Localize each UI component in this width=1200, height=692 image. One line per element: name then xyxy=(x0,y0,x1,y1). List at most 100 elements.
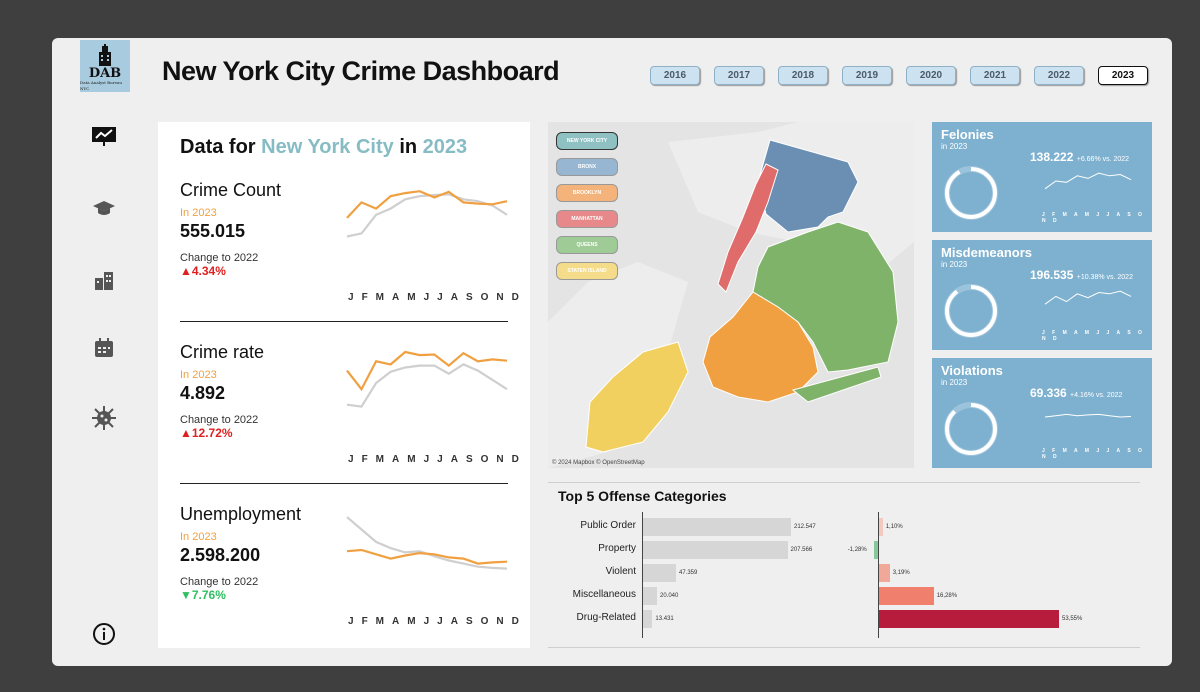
count-bar-label: 207.566 xyxy=(790,547,813,553)
month-label: J xyxy=(423,292,431,303)
metric-name: Crime Count xyxy=(180,180,282,200)
card-sparkline-line xyxy=(1044,413,1132,418)
donut-fill xyxy=(945,403,997,455)
card-sparkline xyxy=(1044,413,1132,418)
card-violations[interactable]: Violations in 2023 69.336 +4.16% vs. 2022 J… xyxy=(932,358,1152,468)
chart-bottom-rule xyxy=(548,647,1140,648)
count-bar[interactable] xyxy=(643,610,653,628)
card-change: +4.16% vs. 2022 xyxy=(1070,392,1123,399)
metric-year-label: In 2023 xyxy=(180,531,217,543)
sparkline-2022 xyxy=(346,193,508,238)
month-label: M xyxy=(375,454,386,465)
count-bar[interactable] xyxy=(643,541,788,559)
month-label: A xyxy=(392,616,401,627)
logo-subtext: Data Analyst Bureau NYC xyxy=(80,80,122,91)
month-label: J xyxy=(348,616,355,627)
percent-bar-label: 16,28% xyxy=(936,593,958,599)
metric-change-label: Change to 2022 xyxy=(180,576,259,588)
page-title: New York City Crime Dashboard xyxy=(162,56,560,86)
borough-map[interactable]: NEW YORK CITY BRONX BROOKLYN MANHATTAN QUEEN… xyxy=(548,122,914,468)
month-label: J xyxy=(437,454,444,465)
metric-year-label: In 2023 xyxy=(180,369,217,381)
card-change: +6.66% vs. 2022 xyxy=(1076,156,1130,163)
percent-bar[interactable] xyxy=(879,587,934,605)
percent-bar-label: 3,19% xyxy=(892,570,910,576)
donut-fill xyxy=(945,285,997,337)
percent-bar[interactable] xyxy=(873,541,878,559)
buildings-icon[interactable] xyxy=(90,266,118,294)
metric-value: 4.892 xyxy=(180,383,226,403)
card-sparkline xyxy=(1044,290,1132,305)
card-misdemeanors[interactable]: Misdemeanors in 2023 196.535 +10.38% vs. 2… xyxy=(932,240,1152,350)
card-value-number: 196.535 xyxy=(1030,268,1074,282)
month-label: A xyxy=(450,616,459,627)
year-button-2023[interactable]: 2023 xyxy=(1098,66,1148,85)
month-label: M xyxy=(375,616,386,627)
count-bar[interactable] xyxy=(643,587,657,605)
percent-bar[interactable] xyxy=(879,518,883,536)
count-bar-label: 47.359 xyxy=(679,570,698,576)
logo: DAB Data Analyst Bureau NYC xyxy=(80,40,130,92)
brooklyn-region[interactable] xyxy=(702,291,819,403)
count-bar-label: 212.547 xyxy=(794,524,816,530)
map-button-bronx[interactable]: BRONX xyxy=(556,158,618,176)
metric-name: Unemployment xyxy=(180,504,302,524)
divider xyxy=(180,321,508,322)
map-button-brooklyn[interactable]: BROOKLYN xyxy=(556,184,618,202)
card-value: 196.535 +10.38% vs. 2022 xyxy=(1030,268,1133,282)
map-button-queens[interactable]: QUEENS xyxy=(556,236,618,254)
map-button-new-york-city[interactable]: NEW YORK CITY xyxy=(556,132,618,150)
calendar-icon[interactable] xyxy=(90,334,118,362)
month-label: O xyxy=(480,454,490,465)
year-button-2017[interactable]: 2017 xyxy=(714,66,764,85)
bar-category-label: Drug-Related xyxy=(576,612,636,623)
presentation-icon[interactable] xyxy=(90,122,118,150)
title-prefix: Data for xyxy=(180,136,262,158)
year-button-2020[interactable]: 2020 xyxy=(906,66,956,85)
sparkline-2022 xyxy=(346,363,508,408)
count-bar[interactable] xyxy=(643,564,676,582)
card-sparkline-line xyxy=(1044,172,1132,190)
year-button-2022[interactable]: 2022 xyxy=(1034,66,1084,85)
card-felonies[interactable]: Felonies in 2023 138.222 +6.66% vs. 2022 J … xyxy=(932,122,1152,232)
percent-bar-label: 1,10% xyxy=(885,524,903,530)
year-button-2019[interactable]: 2019 xyxy=(842,66,892,85)
top-offense-chart: Top 5 Offense Categories Public Order 212… xyxy=(548,482,1140,662)
graduation-cap-icon[interactable] xyxy=(90,194,118,222)
card-title: Violations xyxy=(941,363,1003,378)
rockaway-region[interactable] xyxy=(791,366,882,403)
divider xyxy=(180,483,508,484)
count-bar-label: 13.431 xyxy=(655,616,674,622)
manhattan-region[interactable] xyxy=(717,163,779,293)
staten-island-region[interactable] xyxy=(585,341,689,453)
month-label: J xyxy=(348,292,355,303)
year-button-2021[interactable]: 2021 xyxy=(970,66,1020,85)
month-label: A xyxy=(450,454,459,465)
year-button-2016[interactable]: 2016 xyxy=(650,66,700,85)
month-label: J xyxy=(437,292,444,303)
year-button-2018[interactable]: 2018 xyxy=(778,66,828,85)
bar-category-label: Violent xyxy=(605,566,636,577)
info-icon[interactable] xyxy=(90,620,118,648)
month-label: N xyxy=(496,292,505,303)
map-attribution: © 2024 Mapbox © OpenStreetMap xyxy=(552,460,645,466)
map-button-staten-island[interactable]: STATEN ISLAND xyxy=(556,262,618,280)
chart-title: Top 5 Offense Categories xyxy=(558,488,727,504)
map-button-manhattan[interactable]: MANHATTAN xyxy=(556,210,618,228)
count-bar[interactable] xyxy=(643,518,791,536)
card-value: 69.336 +4.16% vs. 2022 xyxy=(1030,386,1122,400)
card-month-axis: J F M A M J J A S O N D xyxy=(1042,330,1145,342)
metric-change-value: ▲12.72% xyxy=(180,426,233,440)
card-title: Misdemeanors xyxy=(941,245,1033,260)
bar-category-label: Property xyxy=(598,543,636,554)
percent-bar[interactable] xyxy=(879,610,1059,628)
card-donut xyxy=(944,166,998,220)
count-bar-label: 20.040 xyxy=(660,593,679,599)
virus-icon[interactable] xyxy=(90,404,118,432)
sparkline-2023 xyxy=(346,190,508,219)
percent-bar[interactable] xyxy=(879,564,890,582)
month-label: A xyxy=(450,292,459,303)
month-label: F xyxy=(361,616,369,627)
year-selector: 2016 2017 2018 2019 2020 2021 2022 2023 xyxy=(650,66,1148,85)
